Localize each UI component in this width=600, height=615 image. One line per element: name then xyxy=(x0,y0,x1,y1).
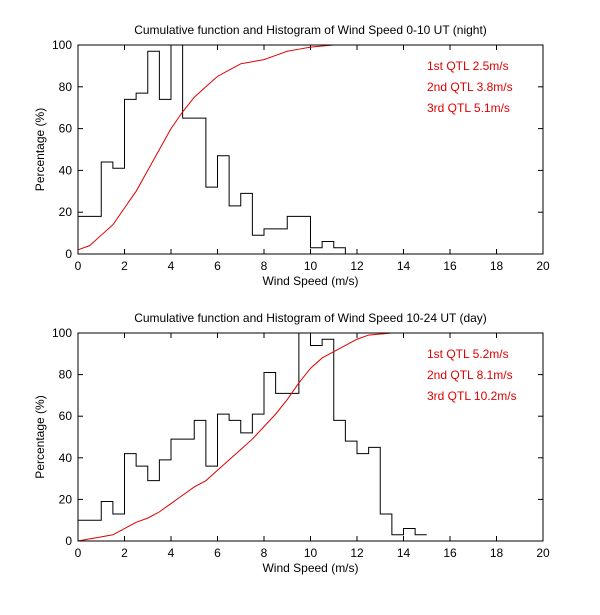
chart1-ytick-label: 100 xyxy=(52,38,72,52)
chart2-xlabel: Wind Speed (m/s) xyxy=(262,561,358,575)
chart2-histogram-step-line xyxy=(78,332,427,536)
chart1-ytick-label: 60 xyxy=(59,122,73,136)
chart2-xtick-label: 12 xyxy=(350,546,364,560)
chart1-histogram-step-line xyxy=(78,44,357,255)
chart2-cumulative-line xyxy=(77,332,543,542)
chart2-xtick-label: 8 xyxy=(261,546,268,560)
chart1-xtick-label: 18 xyxy=(490,259,504,273)
chart1-quartile-annotation: 2nd QTL 3.8m/s xyxy=(427,80,513,94)
chart2-xtick-label: 6 xyxy=(214,546,221,560)
chart2-xtick-label: 20 xyxy=(536,546,550,560)
chart1-title: Cumulative function and Histogram of Win… xyxy=(134,23,487,37)
chart2-ytick-label: 20 xyxy=(59,492,73,506)
chart1-xtick-label: 20 xyxy=(536,259,550,273)
chart2-xtick-label: 18 xyxy=(490,546,504,560)
chart2-quartile-annotation: 1st QTL 5.2m/s xyxy=(427,347,509,361)
chart1-xtick-label: 4 xyxy=(168,259,175,273)
chart2-title: Cumulative function and Histogram of Win… xyxy=(134,311,487,325)
chart2-xtick-label: 4 xyxy=(168,546,175,560)
chart1-xtick-label: 2 xyxy=(121,259,128,273)
chart1-xtick-label: 0 xyxy=(75,259,82,273)
chart1-ylabel: Percentage (%) xyxy=(33,108,47,191)
chart2-quartile-annotation: 3rd QTL 10.2m/s xyxy=(427,389,517,403)
chart1-quartile-annotation: 3rd QTL 5.1m/s xyxy=(427,101,510,115)
chart2-ytick-label: 40 xyxy=(59,451,73,465)
chart2-quartile-annotation: 2nd QTL 8.1m/s xyxy=(427,368,513,382)
chart2-xtick-label: 0 xyxy=(75,546,82,560)
chart1-xtick-label: 12 xyxy=(350,259,364,273)
chart2-ytick-label: 0 xyxy=(65,534,72,548)
chart1-xtick-label: 10 xyxy=(304,259,318,273)
chart2-ytick-label: 80 xyxy=(59,368,73,382)
chart2-xtick-label: 10 xyxy=(304,546,318,560)
chart1-xlabel: Wind Speed (m/s) xyxy=(262,274,358,288)
chart1-axes-box xyxy=(77,44,544,255)
chart1-xtick-label: 6 xyxy=(214,259,221,273)
chart2-xtick-label: 16 xyxy=(443,546,457,560)
chart1-ytick-label: 0 xyxy=(65,247,72,261)
chart1-xtick-label: 8 xyxy=(261,259,268,273)
chart1-quartile-annotation: 1st QTL 2.5m/s xyxy=(427,59,509,73)
chart1-ytick-label: 20 xyxy=(59,205,73,219)
chart1-xtick-label: 14 xyxy=(397,259,411,273)
chart2-ylabel: Percentage (%) xyxy=(33,395,47,478)
chart2-ytick-label: 60 xyxy=(59,409,73,423)
chart1-xtick-label: 16 xyxy=(443,259,457,273)
chart1-ytick-label: 80 xyxy=(59,80,73,94)
chart2-axes-box xyxy=(77,332,544,542)
chart2-xtick-label: 14 xyxy=(397,546,411,560)
chart1-ytick-label: 40 xyxy=(59,163,73,177)
chart2-xtick-label: 2 xyxy=(121,546,128,560)
chart2-ytick-label: 100 xyxy=(52,326,72,340)
chart1-cumulative-line xyxy=(77,44,543,251)
